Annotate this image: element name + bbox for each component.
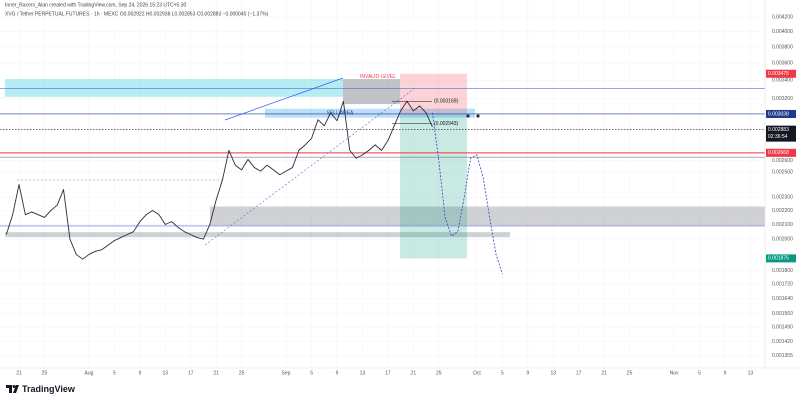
x-tick-label: Oct xyxy=(473,370,481,376)
price-label: 0.003475 xyxy=(768,71,789,77)
marker xyxy=(466,114,470,118)
x-tick-label: 5 xyxy=(501,370,504,376)
logo-dot xyxy=(12,385,16,388)
x-tick-label: 13 xyxy=(360,370,366,376)
y-tick-label: 0.001800 xyxy=(772,268,793,274)
x-tick-label: 5 xyxy=(113,370,116,376)
x-tick-label: 9 xyxy=(724,370,727,376)
price-label: 0.001875 xyxy=(768,256,789,262)
x-tick-label: 13 xyxy=(748,370,754,376)
x-tick-label: Aug xyxy=(85,370,94,376)
zone-label: SELL AREA xyxy=(327,110,354,116)
y-tick-label: 0.002100 xyxy=(772,222,793,228)
y-tick-label: 0.001490 xyxy=(772,325,793,331)
annotation: (0.003169) xyxy=(434,99,459,105)
x-tick-label: 25 xyxy=(436,370,442,376)
price-label-bg xyxy=(766,109,796,118)
x-tick-label: 9 xyxy=(336,370,339,376)
y-tick-label: 0.002200 xyxy=(772,208,793,214)
zone xyxy=(5,79,343,97)
annotation: (0.002943) xyxy=(434,121,459,127)
y-tick-label: 0.003600 xyxy=(772,61,793,67)
price-label: 0.002668 xyxy=(768,150,789,156)
x-tick-label: Nov xyxy=(670,370,679,376)
y-tick-label: 0.003400 xyxy=(772,78,793,84)
x-tick-label: 21 xyxy=(16,370,22,376)
y-tick-label: 0.002300 xyxy=(772,195,793,201)
x-tick-label: 21 xyxy=(411,370,417,376)
x-tick-label: 17 xyxy=(576,370,582,376)
zone xyxy=(5,232,510,238)
y-tick-label: 0.001640 xyxy=(772,296,793,302)
y-tick-label: 0.003800 xyxy=(772,44,793,50)
projection-line xyxy=(432,112,503,275)
price-label-bg xyxy=(766,254,796,263)
y-tick-label: 0.001560 xyxy=(772,311,793,317)
x-tick-label: Sep xyxy=(282,370,291,376)
x-tick-label: 9 xyxy=(526,370,529,376)
x-tick-label: 21 xyxy=(601,370,607,376)
brand: TradingView xyxy=(22,384,76,394)
logo-icon xyxy=(6,385,19,393)
countdown: 02:36:54 xyxy=(768,134,788,140)
plot-area: SELL AREA INVALID LEVEL (0.003169) (0.00294… xyxy=(0,0,765,368)
x-tick-label: 25 xyxy=(42,370,48,376)
y-tick-label: 0.001420 xyxy=(772,339,793,345)
x-tick-label: 5 xyxy=(698,370,701,376)
y-tick-label: 0.004000 xyxy=(772,29,793,35)
y-tick-label: 0.002500 xyxy=(772,170,793,176)
price-label-bg xyxy=(766,69,796,78)
x-tick-label: 25 xyxy=(239,370,245,376)
y-tick-label: 0.001720 xyxy=(772,282,793,288)
y-tick-label: 0.001355 xyxy=(772,353,793,359)
y-tick-label: 0.003200 xyxy=(772,96,793,102)
zone xyxy=(210,206,765,226)
y-tick-label: 0.004200 xyxy=(772,14,793,20)
marker xyxy=(476,114,480,118)
logo: TradingView xyxy=(6,384,76,394)
x-tick-label: 5 xyxy=(310,370,313,376)
price-line-series xyxy=(5,100,433,260)
symbol-line: XVG / Tether PERPETUAL FUTURES · 1h · ME… xyxy=(5,11,269,17)
y-tick-label: 0.002600 xyxy=(772,158,793,164)
zone xyxy=(343,79,400,105)
stop-box xyxy=(400,73,467,114)
price-label: 0.003038 xyxy=(768,111,789,117)
x-tick-label: 25 xyxy=(627,370,633,376)
x-tick-label: 13 xyxy=(163,370,169,376)
price-label-bg xyxy=(766,148,796,157)
y-tick-label: 0.002000 xyxy=(772,236,793,242)
x-tick-label: 9 xyxy=(138,370,141,376)
author-line: Inner_Racers_Alan created with TradingVi… xyxy=(5,2,186,8)
x-tick-label: 13 xyxy=(550,370,556,376)
annotation: INVALID LEVEL xyxy=(360,74,396,80)
price-label-bg xyxy=(766,125,796,142)
price-label: 0.002883 xyxy=(768,127,789,133)
x-tick-label: 21 xyxy=(213,370,219,376)
zone xyxy=(265,108,475,118)
x-tick-label: 17 xyxy=(188,370,194,376)
x-tick-label: 17 xyxy=(385,370,391,376)
trend-line xyxy=(224,77,344,121)
target-box xyxy=(400,113,467,259)
